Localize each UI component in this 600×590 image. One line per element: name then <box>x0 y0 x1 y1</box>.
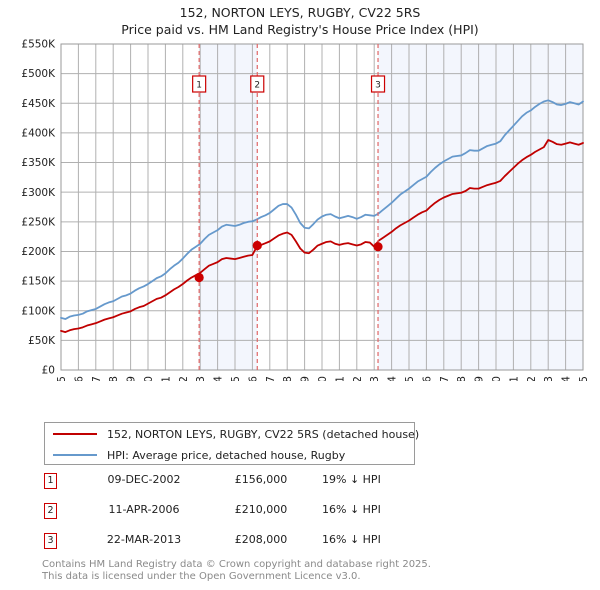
x-tick-label: 2017 <box>439 376 451 381</box>
x-tick-label: 2016 <box>421 376 433 381</box>
transactions-table: 1 09-DEC-2002 £156,000 19% ↓ HPI 2 11-AP… <box>44 472 464 562</box>
y-tick-label: £350K <box>21 157 56 169</box>
x-tick-label: 2009 <box>300 376 312 381</box>
x-tick-label: 2004 <box>213 376 225 381</box>
x-tick-label: 2018 <box>456 376 468 381</box>
x-tick-label: 2002 <box>178 376 190 381</box>
transaction-badge-3: 3 <box>44 533 57 549</box>
x-tick-label: 2005 <box>230 376 242 381</box>
y-tick-label: £400K <box>21 128 56 140</box>
x-tick-label: 2015 <box>404 376 416 381</box>
transaction-date-3: 22-MAR-2013 <box>106 533 182 546</box>
table-row: 2 11-APR-2006 £210,000 16% ↓ HPI <box>44 502 464 532</box>
footer-line-1: Contains HM Land Registry data © Crown c… <box>42 559 431 570</box>
plot-border <box>60 43 584 371</box>
price-history-chart: £0 £50K £100K £150K £200K £250K £300K £350K £400… <box>0 36 600 381</box>
x-tick-label: 2019 <box>474 376 486 381</box>
transaction-delta-1: 19% ↓ HPI <box>322 473 381 486</box>
x-tick-label: 2025 <box>578 376 590 381</box>
x-tick-label: 1995 <box>56 376 68 381</box>
transaction-delta-2: 16% ↓ HPI <box>322 503 381 516</box>
footer-attribution: Contains HM Land Registry data © Crown c… <box>42 559 562 583</box>
x-tick-label: 1999 <box>126 376 138 381</box>
chart-legend: 152, NORTON LEYS, RUGBY, CV22 5RS (detac… <box>44 422 419 465</box>
legend-item-hpi: HPI: Average price, detached house, Rugb… <box>45 445 414 465</box>
transaction-price-3: £208,000 <box>234 533 288 546</box>
y-tick-label: £200K <box>21 246 56 258</box>
price-marker-dot-3[interactable] <box>373 242 383 252</box>
y-tick-label: £100K <box>21 305 56 317</box>
transaction-delta-3: 16% ↓ HPI <box>322 533 381 546</box>
y-tick-label: £300K <box>21 187 56 199</box>
transaction-badge-2: 2 <box>44 503 57 519</box>
shaded-band-1 <box>199 44 258 370</box>
transaction-price-2: £210,000 <box>234 503 288 516</box>
x-tick-label: 2013 <box>369 376 381 381</box>
x-tick-label: 2011 <box>334 376 346 381</box>
price-marker-dot-2[interactable] <box>252 240 262 251</box>
legend-item-property: 152, NORTON LEYS, RUGBY, CV22 5RS (detac… <box>45 424 419 444</box>
y-tick-label: £50K <box>28 335 56 347</box>
marker-box-2[interactable] <box>250 75 265 93</box>
hpi-line <box>60 99 584 320</box>
marker-number-3: 3 <box>375 81 381 91</box>
x-tick-label: 2001 <box>160 376 172 381</box>
legend-label-hpi: HPI: Average price, detached house, Rugb… <box>107 448 346 462</box>
transaction-date-1: 09-DEC-2002 <box>107 473 181 486</box>
transaction-badge-1: 1 <box>44 473 57 489</box>
x-tick-label: 2008 <box>282 376 294 381</box>
x-tick-label: 2014 <box>387 376 399 381</box>
x-tick-label: 2021 <box>508 376 520 381</box>
x-tick-label: 2000 <box>143 376 155 381</box>
table-row: 1 09-DEC-2002 £156,000 19% ↓ HPI <box>44 472 464 502</box>
y-tick-label: £550K <box>21 39 56 51</box>
x-tick-label: 2023 <box>543 376 555 381</box>
transaction-price-1: £156,000 <box>234 473 288 486</box>
shaded-band-2 <box>378 44 583 370</box>
transaction-date-2: 11-APR-2006 <box>108 503 180 516</box>
legend-swatch-property-icon <box>53 433 97 435</box>
marker-box-1[interactable] <box>192 75 207 93</box>
x-tick-label: 2022 <box>526 376 538 381</box>
title-line-2: Price paid vs. HM Land Registry's House … <box>121 22 479 37</box>
price-marker-dot-1[interactable] <box>194 272 204 283</box>
x-tick-label: 1998 <box>108 376 120 381</box>
title-line-1: 152, NORTON LEYS, RUGBY, CV22 5RS <box>179 5 421 20</box>
chart-svg: £0 £50K £100K £150K £200K £250K £300K £350K £400… <box>21 39 590 381</box>
legend-label-property: 152, NORTON LEYS, RUGBY, CV22 5RS (detac… <box>107 427 420 441</box>
legend-swatch-hpi-icon <box>53 454 97 456</box>
marker-box-3[interactable] <box>370 75 386 93</box>
footer-line-2: This data is licensed under the Open Gov… <box>42 571 361 582</box>
y-tick-label: £150K <box>21 276 56 288</box>
y-tick-label: £450K <box>21 98 56 110</box>
y-tick-label: £0 <box>42 365 55 377</box>
x-tick-label: 2012 <box>352 376 364 381</box>
y-tick-label: £250K <box>21 216 56 228</box>
marker-number-1: 1 <box>196 81 202 91</box>
table-row: 3 22-MAR-2013 £208,000 16% ↓ HPI <box>44 532 464 562</box>
x-tick-label: 2006 <box>247 376 259 381</box>
page-title: 152, NORTON LEYS, RUGBY, CV22 5RS Price … <box>0 4 600 38</box>
marker-number-2: 2 <box>254 81 260 91</box>
property-price-line <box>60 139 584 333</box>
y-tick-label: £500K <box>21 68 56 80</box>
x-tick-label: 2003 <box>195 376 207 381</box>
x-tick-label: 2010 <box>317 376 329 381</box>
x-tick-label: 2024 <box>561 376 573 381</box>
x-tick-label: 1996 <box>73 376 85 381</box>
x-tick-label: 2007 <box>265 376 277 381</box>
x-tick-label: 2020 <box>491 376 503 381</box>
x-tick-label: 1997 <box>91 376 103 381</box>
